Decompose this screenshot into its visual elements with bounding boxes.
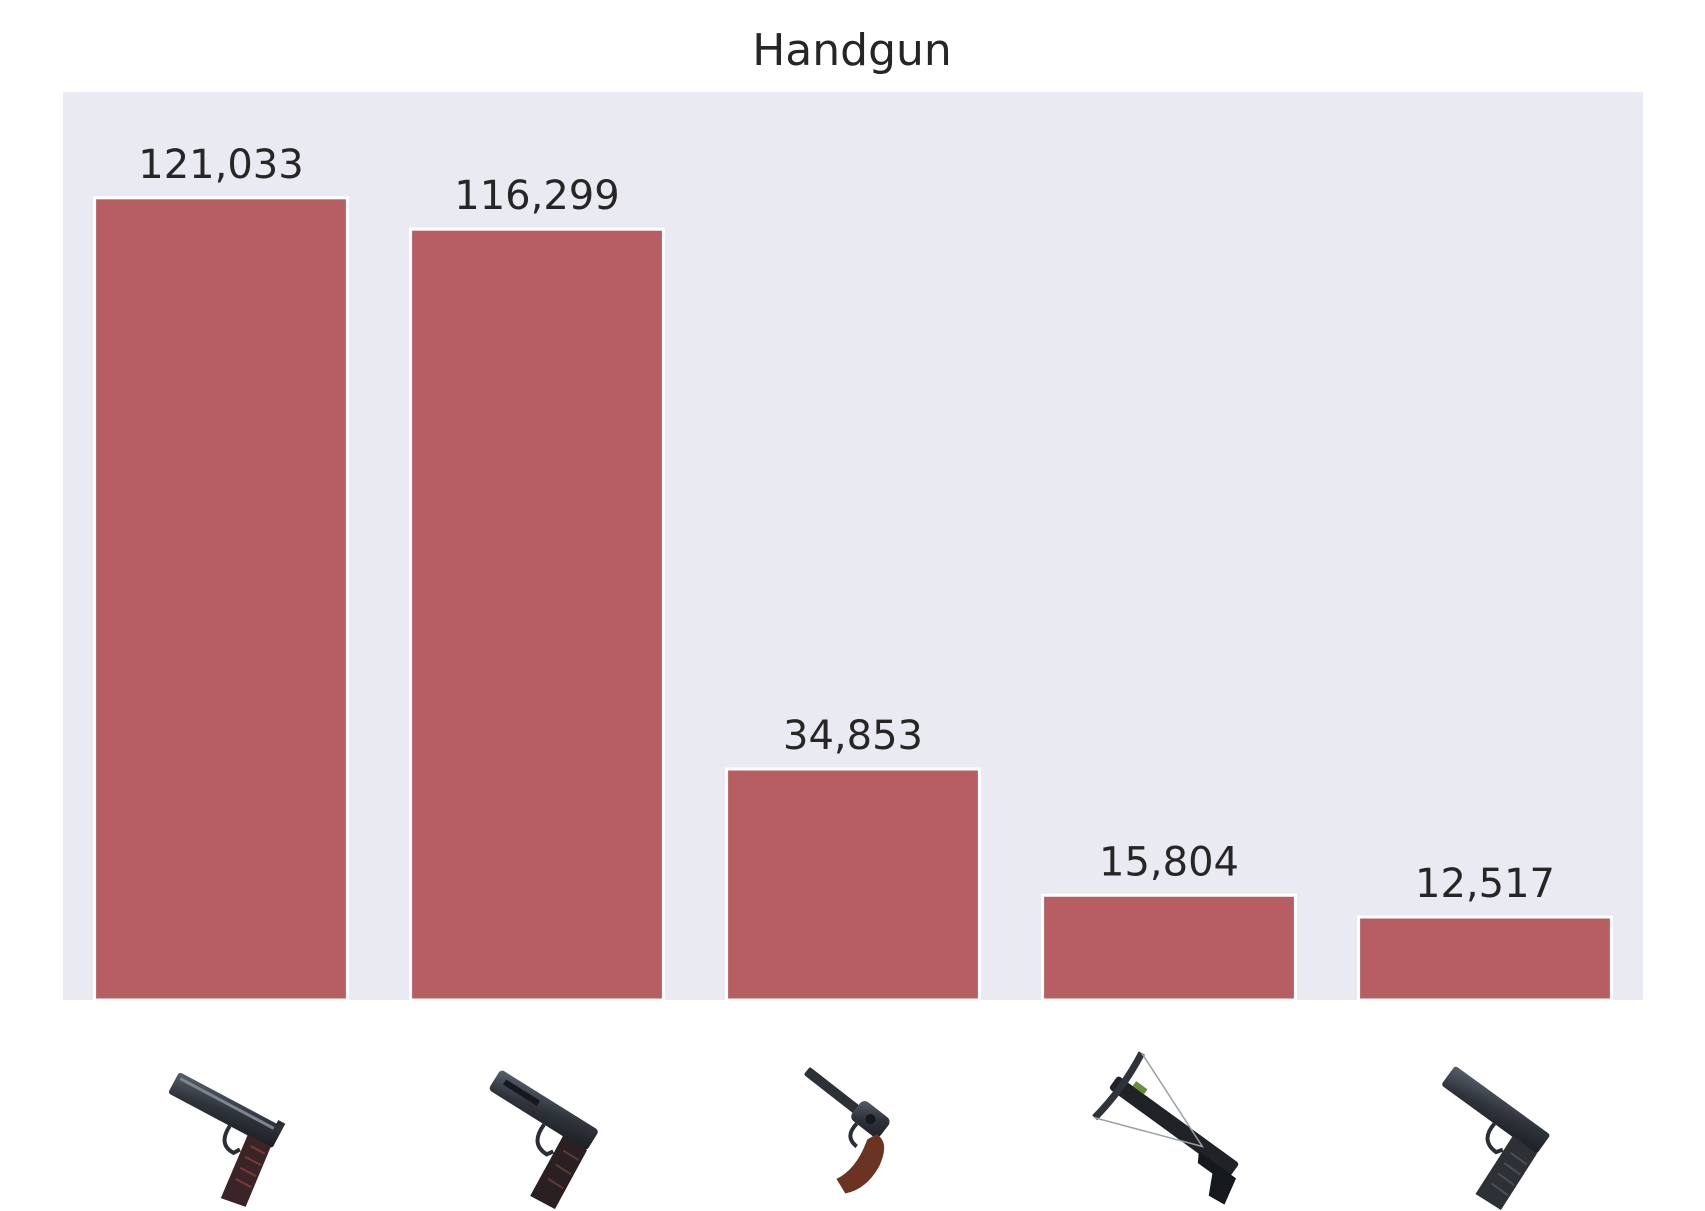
revolver-icon	[804, 1067, 890, 1194]
chart-title: Handgun	[752, 25, 952, 76]
value-label-handgun-glock-icon: 12,517	[1415, 861, 1555, 907]
handgun-beretta-icon	[489, 1070, 598, 1210]
bars	[93, 196, 1613, 1002]
value-label-crossbow-icon: 15,804	[1099, 839, 1239, 885]
bar-crossbow-icon	[1041, 893, 1297, 1002]
value-label-handgun-beretta-icon: 116,299	[454, 173, 619, 219]
bar-handgun-glock-icon	[1357, 915, 1613, 1002]
handgun-glock-icon	[1442, 1066, 1550, 1211]
crossbow-icon	[1092, 1051, 1239, 1205]
bar-revolver-icon	[725, 767, 981, 1002]
bar-handgun-beretta-icon	[409, 227, 665, 1002]
value-label-handgun-1911-icon: 121,033	[138, 142, 303, 188]
bar-handgun-1911-icon	[93, 196, 349, 1002]
value-labels: 121,033 116,299 34,853 15,804 12,517	[138, 142, 1555, 907]
value-label-revolver-icon: 34,853	[783, 713, 923, 759]
x-tick-icons	[169, 1051, 1550, 1211]
handgun-1911-icon	[169, 1072, 286, 1207]
